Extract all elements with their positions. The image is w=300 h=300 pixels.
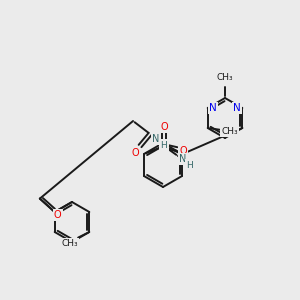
Text: H: H [187, 160, 193, 169]
Text: N: N [152, 134, 160, 144]
Text: O: O [160, 122, 168, 132]
Text: O: O [179, 146, 187, 156]
Text: N: N [179, 154, 187, 164]
Text: H: H [160, 140, 167, 149]
Text: O: O [131, 148, 139, 158]
Text: N: N [209, 103, 217, 113]
Text: S: S [160, 141, 168, 151]
Text: O: O [54, 210, 62, 220]
Text: CH₃: CH₃ [221, 127, 238, 136]
Text: N: N [233, 103, 241, 113]
Text: CH₃: CH₃ [217, 74, 233, 82]
Text: CH₃: CH₃ [61, 239, 78, 248]
